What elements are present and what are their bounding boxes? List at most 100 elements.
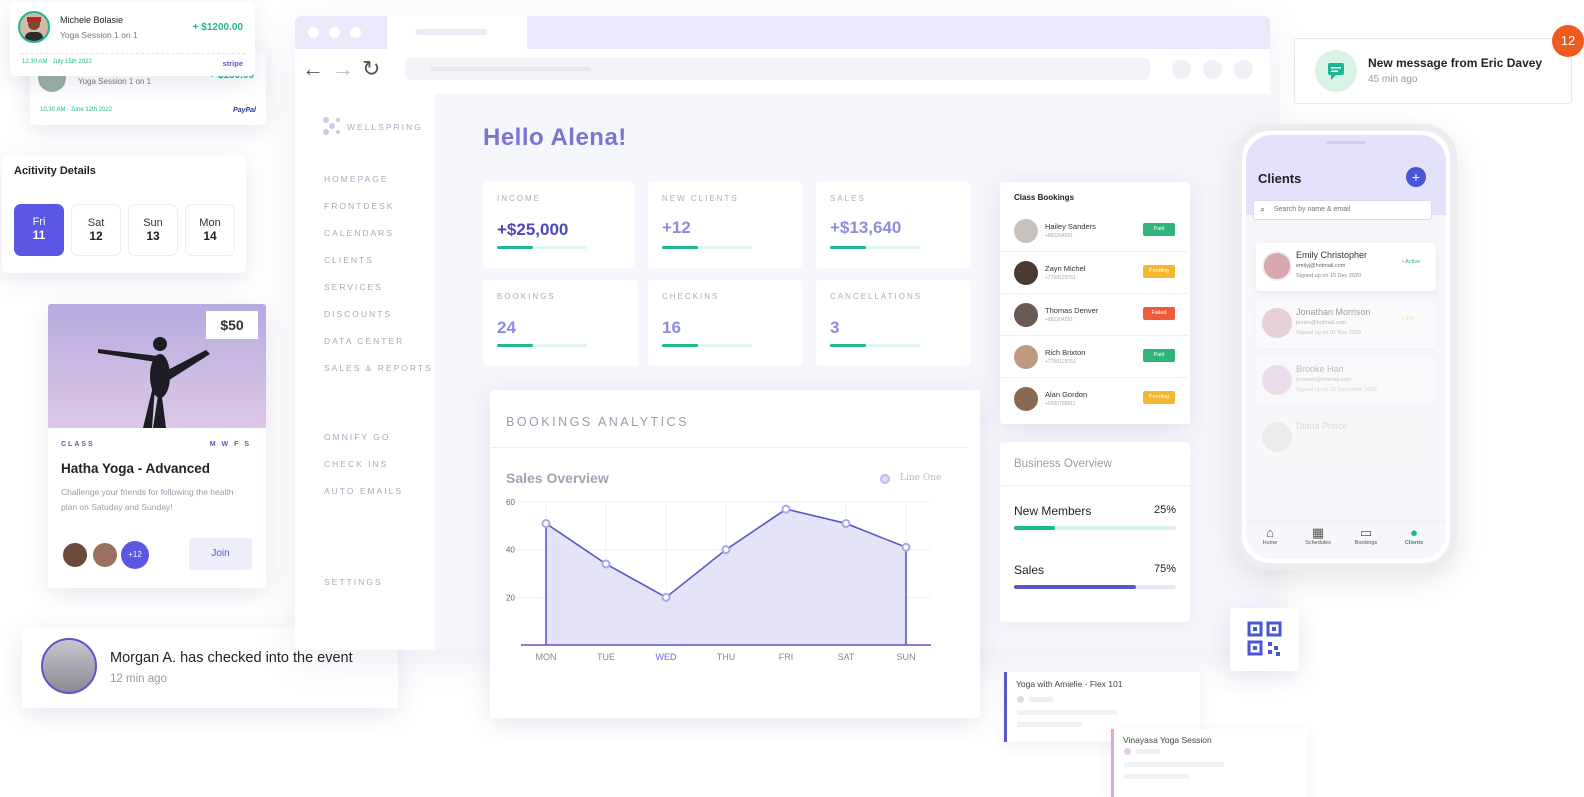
message-text: New message from Eric Davey — [1368, 56, 1543, 70]
booking-phone: +881204591 — [1045, 233, 1073, 239]
booking-name: Alan Gordon — [1045, 390, 1088, 399]
day-label: Sun — [143, 217, 163, 229]
x-tick-label: TUE — [597, 652, 615, 662]
class-card[interactable]: $50 CLASS M W F S Hatha Yoga - Advanced … — [48, 304, 266, 588]
sidebar-item-omnify-go[interactable]: OMNIFY GO — [324, 432, 391, 442]
placeholder-line — [1017, 722, 1082, 727]
stat-progress-fill — [662, 344, 698, 347]
sidebar-item-services[interactable]: SERVICES — [324, 282, 383, 292]
phone-search-input[interactable]: ⌕ Search by name & email — [1253, 200, 1432, 220]
browser-tab[interactable] — [387, 16, 527, 49]
reload-icon[interactable]: ↻ — [362, 56, 381, 81]
legend-label: Line One — [900, 473, 942, 483]
price-tag: $50 — [206, 311, 258, 339]
logo-text: WELLSPRING — [347, 122, 423, 132]
activity-title: Acitivity Details — [14, 165, 96, 177]
sidebar-item-auto-emails[interactable]: AUTO EMAILS — [324, 486, 403, 496]
day-number: 14 — [203, 229, 217, 243]
client-card[interactable]: Emily Christopher emilyj@hotmail.com Sig… — [1256, 243, 1436, 291]
toolbar-icon[interactable] — [1203, 60, 1222, 79]
client-card[interactable]: Brooke Han brookeh@hotmail.com Signed up… — [1256, 357, 1436, 405]
wellspring-logo-icon — [321, 115, 343, 142]
sidebar-item-frontdesk[interactable]: FRONTDESK — [324, 201, 395, 211]
metric-value: 75% — [1153, 563, 1176, 575]
qr-code-tile[interactable] — [1230, 608, 1299, 671]
sidebar-item-calendars[interactable]: CALENDARS — [324, 228, 394, 238]
more-participants-badge: +12 — [121, 541, 149, 569]
checkin-time: 12 min ago — [110, 673, 167, 685]
add-client-button[interactable]: + — [1406, 167, 1426, 187]
client-email: brookeh@hotmail.com — [1296, 377, 1352, 383]
avatar — [41, 638, 97, 694]
status-badge: Failed — [1143, 307, 1175, 320]
address-bar[interactable] — [405, 58, 1150, 80]
participant-avatar — [91, 541, 119, 569]
booking-name: Zayn Michel — [1045, 264, 1086, 273]
placeholder-line — [1017, 710, 1117, 715]
session-card-1[interactable]: Yoga with Amielie - Flex 101 — [1004, 672, 1200, 742]
window-dot — [350, 27, 361, 38]
sidebar-item-homepage[interactable]: HOMEPAGE — [324, 174, 389, 184]
sidebar-item-sales-reports[interactable]: SALES & REPORTS — [324, 363, 433, 373]
tab-home[interactable]: ⌂ Home — [1250, 525, 1290, 546]
analytics-title: BOOKINGS ANALYTICS — [506, 415, 690, 429]
session-title: Vinayasa Yoga Session — [1123, 735, 1212, 745]
phone-mockup: Clients + ⌕ Search by name & email Emily… — [1235, 124, 1457, 570]
payment-session: Yoga Session 1 on 1 — [60, 30, 138, 40]
sidebar-item-settings[interactable]: SETTINGS — [324, 577, 383, 587]
avatar — [18, 11, 50, 43]
payment-card-1: Michele Bolasie Yoga Session 1 on 1 + $1… — [10, 2, 255, 76]
day-fri[interactable]: Fri 11 — [14, 204, 64, 256]
tab-clients[interactable]: ● Clients — [1394, 525, 1434, 546]
stat-value: 16 — [662, 318, 681, 337]
sidebar-item-discounts[interactable]: DISCOUNTS — [324, 309, 393, 319]
phone-title: Clients — [1258, 171, 1302, 186]
message-notification[interactable]: New message from Eric Davey 45 min ago — [1294, 38, 1572, 104]
sidebar-item-check-ins[interactable]: CHECK INS — [324, 459, 389, 469]
day-sat[interactable]: Sat 12 — [71, 204, 121, 256]
data-point — [541, 518, 551, 528]
session-card-2[interactable]: Vinayasa Yoga Session — [1111, 729, 1307, 797]
class-label: CLASS — [61, 441, 95, 448]
class-days: M W F S — [209, 441, 251, 448]
metric-progress — [1014, 526, 1176, 530]
payment-date: 12.30 AM · July 15th 2022 — [22, 59, 92, 65]
booking-row[interactable]: Thomas Denver +881204591 Failed — [1000, 294, 1188, 336]
sidebar-item-data-center[interactable]: DATA CENTER — [324, 336, 405, 346]
data-point — [901, 542, 911, 552]
stat-progress-fill — [830, 246, 866, 249]
sidebar-item-clients[interactable]: CLIENTS — [324, 255, 374, 265]
toolbar-icon[interactable] — [1172, 60, 1191, 79]
client-card[interactable]: Jonathan Morrison jonam@hotmail.com Sign… — [1256, 300, 1436, 348]
tab-bookings[interactable]: ▭ Bookings — [1346, 525, 1386, 546]
booking-row[interactable]: Hailey Sanders +881204591 Paid — [1000, 210, 1188, 252]
stat-progress-fill — [497, 246, 533, 249]
metric-label: Sales — [1014, 563, 1045, 577]
booking-row[interactable]: Alan Gordon +0930786811 Pending — [1000, 378, 1188, 420]
client-card[interactable]: Diana Prince — [1256, 414, 1436, 462]
join-button[interactable]: Join — [189, 538, 252, 570]
toolbar-icon[interactable] — [1234, 60, 1253, 79]
tab-bar-divider — [1246, 521, 1446, 522]
day-mon[interactable]: Mon 14 — [185, 204, 235, 256]
y-tick-label: 40 — [506, 546, 515, 555]
client-status: • Active — [1402, 259, 1421, 265]
payment-date: 10.30 AM · June 12th 2022 — [40, 107, 113, 113]
back-arrow-icon[interactable]: ← — [302, 56, 324, 81]
client-name: Emily Christopher — [1296, 250, 1368, 260]
avatar — [1014, 261, 1038, 285]
stat-value: +12 — [662, 218, 691, 237]
chart-subtitle: Sales Overview — [506, 470, 609, 486]
avatar — [1014, 345, 1038, 369]
client-signup-date: Signed up on 15 December 2020 — [1296, 387, 1377, 393]
series-area — [546, 509, 906, 645]
tab-schedules[interactable]: ▦ Schedules — [1298, 525, 1338, 546]
client-email: emilyj@hotmail.com — [1296, 263, 1346, 269]
stat-cancellations: CANCELLATIONS 3 — [816, 280, 970, 366]
forward-arrow-icon[interactable]: → — [332, 56, 354, 81]
booking-row[interactable]: Zayn Michel +7768129751 Pending — [1000, 252, 1188, 294]
avatar — [1014, 387, 1038, 411]
day-sun[interactable]: Sun 13 — [128, 204, 178, 256]
checkin-text: Morgan A. has checked into the event — [110, 650, 353, 666]
booking-row[interactable]: Rich Brixton +7768129751 Paid — [1000, 336, 1188, 378]
